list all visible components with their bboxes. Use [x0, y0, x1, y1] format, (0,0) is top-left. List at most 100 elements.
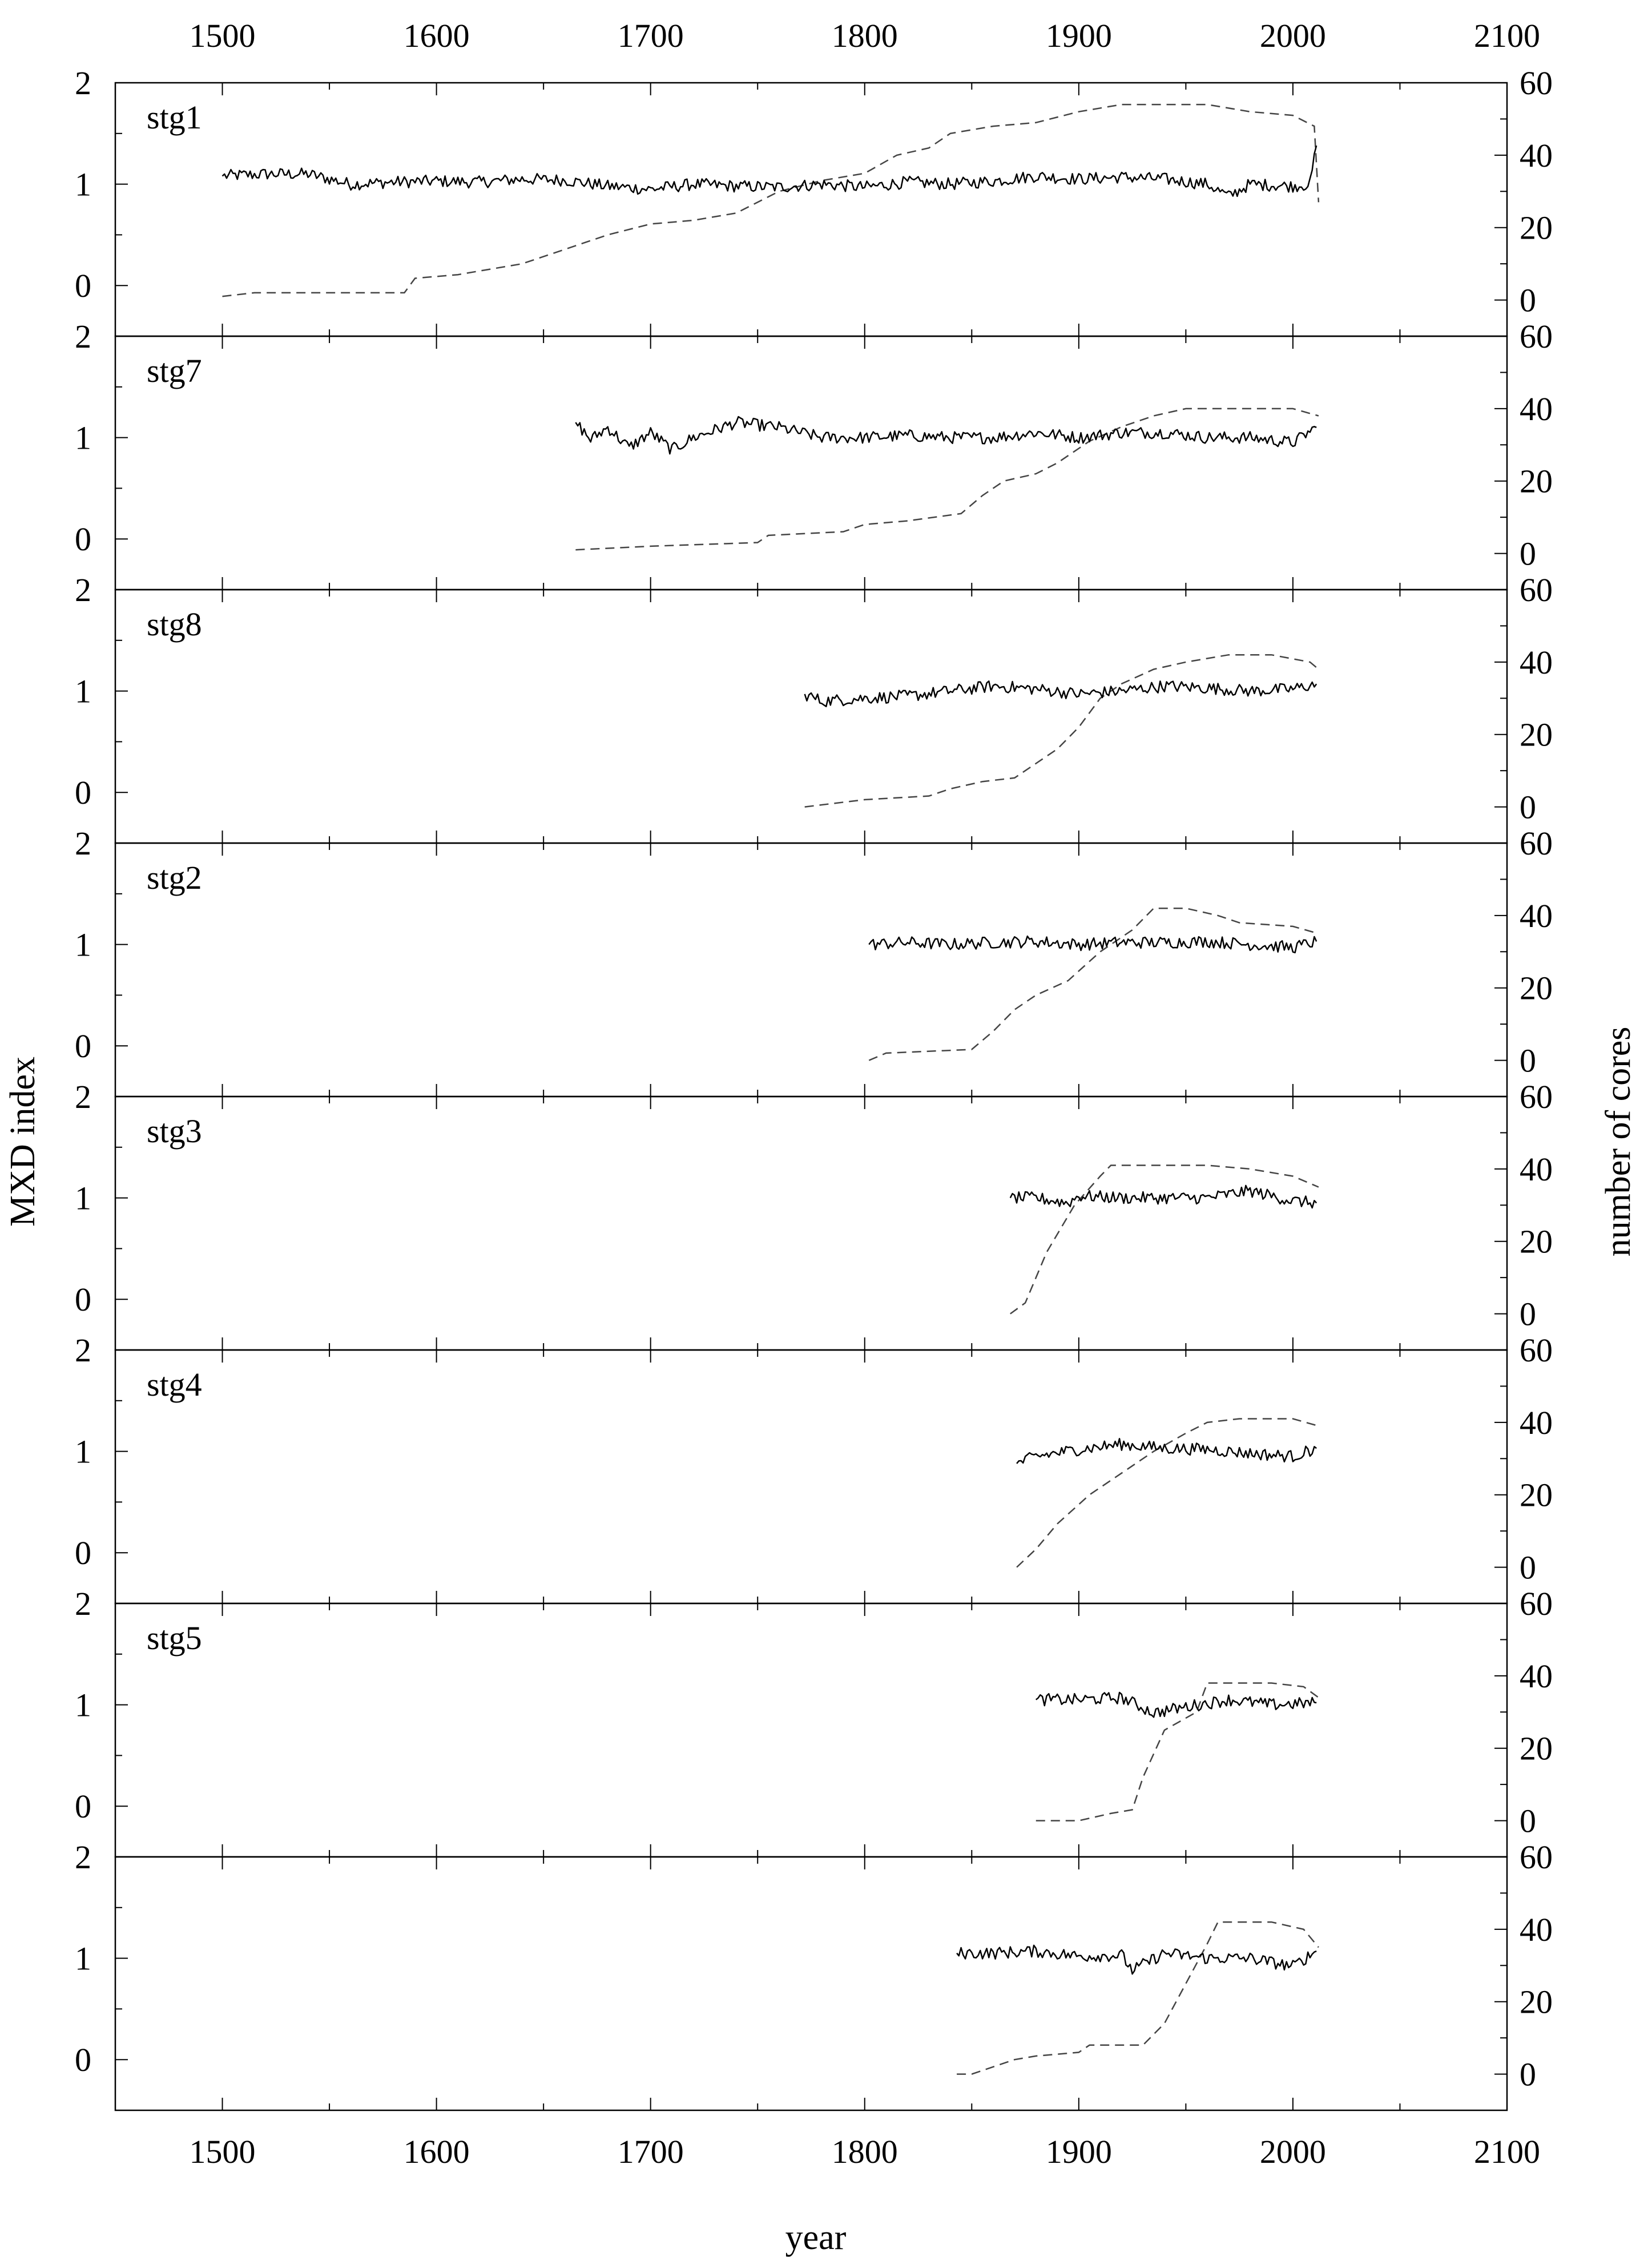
y-right-tick-label: 0 — [1520, 1296, 1536, 1333]
y-right-tick-label: 20 — [1520, 1223, 1553, 1260]
y-right-tick-label: 0 — [1520, 2056, 1536, 2093]
y-right-tick-label: 60 — [1520, 571, 1553, 608]
y-left-tick-label: 1 — [75, 926, 91, 964]
y-left-tick-label: 0 — [75, 2041, 91, 2078]
y-right-tick-label: 20 — [1520, 1730, 1553, 1767]
y-left-tick-label: 1 — [75, 1433, 91, 1470]
chart-panels: 0120204060stg10120204060stg70120204060st… — [75, 65, 1553, 2111]
panel-label: stg7 — [147, 352, 202, 389]
y-right-tick-label: 20 — [1520, 1477, 1553, 1514]
x-tick-label-top: 1900 — [1046, 17, 1112, 54]
number-of-cores-line — [1016, 1418, 1319, 1568]
x-tick-label-bottom: 1800 — [832, 2133, 898, 2170]
x-tick-label-top: 1800 — [832, 17, 898, 54]
y-left-tick-label: 2 — [75, 1585, 91, 1622]
y-right-tick-label: 40 — [1520, 1658, 1553, 1695]
mxd-index-line — [1035, 1691, 1317, 1718]
y-right-tick-label: 40 — [1520, 897, 1553, 934]
y-right-tick-label: 60 — [1520, 1332, 1553, 1369]
y-right-tick-label: 40 — [1520, 137, 1553, 174]
y-right-tick-label: 20 — [1520, 463, 1553, 500]
mxd-index-line — [575, 416, 1317, 455]
x-tick-label-top: 2000 — [1260, 17, 1326, 54]
panel-frame — [114, 1349, 1508, 1605]
y-right-tick-label: 60 — [1520, 318, 1553, 355]
y-left-tick-label: 1 — [75, 1180, 91, 1217]
panel-label: stg4 — [147, 1366, 202, 1403]
mxd-index-line — [956, 1944, 1317, 1975]
y-right-tick-label: 0 — [1520, 1042, 1536, 1079]
number-of-cores-line — [1035, 1682, 1319, 1821]
mxd-index-line — [804, 680, 1317, 707]
number-of-cores-line — [1010, 1164, 1319, 1315]
panel-frame — [114, 1095, 1508, 1351]
y-right-tick-label: 40 — [1520, 644, 1553, 681]
y-left-tick-label: 2 — [75, 1078, 91, 1115]
y-right-tick-label: 40 — [1520, 1404, 1553, 1441]
y-right-tick-label: 40 — [1520, 1151, 1553, 1188]
panel-label: stg3 — [147, 1113, 202, 1150]
x-tick-label-bottom: 1600 — [404, 2133, 470, 2170]
y-left-tick-label: 2 — [75, 318, 91, 355]
y-left-tick-label: 0 — [75, 1027, 91, 1065]
y-left-tick-label: 0 — [75, 1534, 91, 1571]
mxd-index-line — [1009, 1184, 1317, 1209]
y-left-tick-label: 1 — [75, 420, 91, 457]
y-left-tick-label: 1 — [75, 166, 91, 203]
panel-label: stg1 — [147, 99, 202, 136]
y-right-tick-label: 0 — [1520, 535, 1536, 573]
panel-frame — [114, 82, 1508, 337]
y-left-tick-label: 0 — [75, 1281, 91, 1318]
y-left-tick-label: 1 — [75, 1940, 91, 1977]
x-tick-label-bottom: 2000 — [1260, 2133, 1326, 2170]
y-left-tick-label: 0 — [75, 267, 91, 304]
number-of-cores-line — [868, 907, 1319, 1061]
x-tick-label-bottom: 1500 — [190, 2133, 256, 2170]
number-of-cores-line — [575, 408, 1319, 551]
x-tick-label-bottom: 1700 — [618, 2133, 684, 2170]
panel-frame — [114, 842, 1508, 1098]
number-of-cores-line — [804, 654, 1319, 808]
y-left-tick-label: 0 — [75, 1788, 91, 1825]
number-of-cores-line — [222, 103, 1320, 297]
y-right-tick-label: 60 — [1520, 1839, 1553, 1876]
y-right-tick-label: 60 — [1520, 825, 1553, 862]
y-right-tick-label: 60 — [1520, 65, 1553, 102]
x-tick-label-top: 1600 — [404, 17, 470, 54]
y-left-tick-label: 2 — [75, 571, 91, 608]
y-left-tick-label: 2 — [75, 1332, 91, 1369]
panel-label: stg8 — [147, 606, 202, 643]
y-right-tick-label: 0 — [1520, 282, 1536, 319]
panel-frame — [114, 589, 1508, 844]
y-right-tick-label: 20 — [1520, 1984, 1553, 2021]
y-left-tick-label: 2 — [75, 65, 91, 102]
mxd-index-line — [221, 145, 1317, 198]
mxd-index-line — [868, 935, 1317, 954]
y-right-tick-label: 20 — [1520, 716, 1553, 753]
y-right-tick-label: 40 — [1520, 390, 1553, 428]
y-right-tick-label: 60 — [1520, 1078, 1553, 1115]
y-right-tick-label: 60 — [1520, 1585, 1553, 1622]
y-right-tick-label: 20 — [1520, 970, 1553, 1007]
y-axis-right-title: number of cores — [1599, 1027, 1638, 1257]
top-x-axis: 1500 1600 1700 1800 1900 2000 2100 — [190, 17, 1540, 54]
y-left-tick-label: 0 — [75, 521, 91, 558]
panel-label: stg2 — [147, 859, 202, 896]
y-right-tick-label: 0 — [1520, 1803, 1536, 1840]
panel-frame — [114, 335, 1508, 591]
y-left-tick-label: 2 — [75, 1839, 91, 1876]
y-axis-left-title: MXD index — [3, 1057, 42, 1227]
mxd-index-line — [1016, 1438, 1317, 1464]
y-right-tick-label: 20 — [1520, 209, 1553, 247]
y-right-tick-label: 0 — [1520, 789, 1536, 826]
y-left-tick-label: 0 — [75, 774, 91, 811]
x-tick-label-top: 1700 — [618, 17, 684, 54]
